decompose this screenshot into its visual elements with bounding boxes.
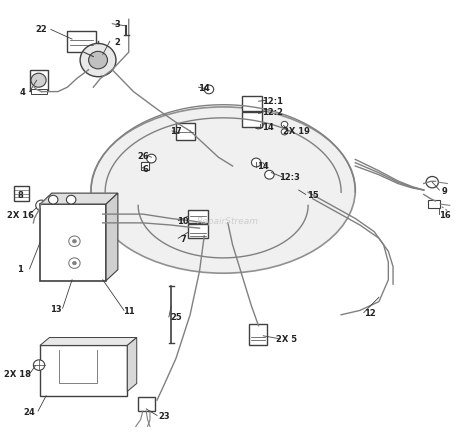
Text: 9: 9: [442, 186, 448, 195]
Bar: [40, 205, 106, 281]
Polygon shape: [40, 338, 137, 346]
Text: 14: 14: [199, 84, 210, 92]
Circle shape: [33, 360, 45, 371]
Text: 22: 22: [36, 25, 47, 34]
Text: 14: 14: [262, 123, 274, 132]
Text: RepairStream: RepairStream: [197, 217, 259, 226]
Text: 8: 8: [17, 191, 23, 199]
Text: 16: 16: [439, 210, 451, 219]
Circle shape: [36, 201, 47, 211]
Text: 2X 19: 2X 19: [283, 127, 310, 136]
Text: 6: 6: [142, 164, 148, 173]
Text: 12:1: 12:1: [262, 97, 283, 106]
Text: 15: 15: [307, 191, 319, 199]
Polygon shape: [40, 194, 118, 205]
Text: 10: 10: [177, 217, 189, 226]
Bar: [30, 90, 46, 95]
Text: 1: 1: [17, 265, 23, 274]
Ellipse shape: [91, 108, 356, 274]
Circle shape: [80, 44, 116, 78]
Bar: [188, 210, 208, 223]
Bar: [138, 397, 155, 411]
Text: 14: 14: [257, 162, 269, 171]
Text: 2X 5: 2X 5: [276, 335, 297, 343]
Circle shape: [31, 74, 46, 88]
Bar: [15, 186, 28, 201]
Circle shape: [254, 121, 263, 130]
Text: 2: 2: [114, 38, 120, 47]
Text: 4: 4: [19, 88, 26, 97]
Bar: [176, 124, 195, 141]
Bar: [140, 163, 149, 171]
Bar: [242, 97, 262, 112]
Circle shape: [48, 196, 58, 205]
Bar: [428, 201, 440, 208]
Bar: [188, 225, 208, 239]
Text: 17: 17: [170, 127, 182, 136]
Bar: [67, 32, 96, 53]
Circle shape: [281, 130, 288, 136]
Text: 2X 18: 2X 18: [4, 370, 31, 378]
Text: 2X 16: 2X 16: [7, 210, 34, 219]
Circle shape: [69, 237, 80, 247]
Text: 26: 26: [137, 151, 149, 160]
Text: 12:2: 12:2: [262, 108, 283, 117]
Circle shape: [66, 196, 76, 205]
Circle shape: [69, 258, 80, 269]
Text: 13: 13: [50, 304, 61, 313]
Circle shape: [251, 159, 261, 167]
Text: 23: 23: [158, 411, 170, 420]
Circle shape: [264, 171, 274, 180]
Circle shape: [73, 240, 76, 244]
Text: 25: 25: [170, 313, 182, 322]
Text: 7: 7: [180, 234, 186, 243]
Circle shape: [281, 122, 288, 128]
Circle shape: [204, 86, 214, 95]
Text: 12: 12: [364, 308, 375, 318]
Text: 12:3: 12:3: [279, 173, 300, 182]
Bar: [29, 71, 47, 92]
Bar: [249, 325, 267, 346]
Text: 24: 24: [24, 406, 36, 416]
Circle shape: [73, 262, 76, 265]
Circle shape: [89, 52, 108, 70]
Bar: [40, 346, 128, 396]
Circle shape: [146, 155, 156, 163]
Bar: [242, 113, 262, 128]
Text: 3: 3: [114, 20, 120, 29]
Text: 11: 11: [123, 306, 135, 315]
Circle shape: [426, 177, 438, 188]
Polygon shape: [128, 338, 137, 392]
Polygon shape: [106, 194, 118, 281]
